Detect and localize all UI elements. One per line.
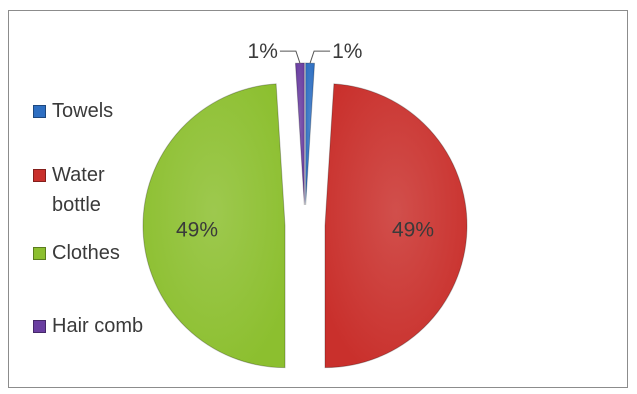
legend-label-water-bottle: Water bottle: [52, 164, 105, 216]
legend-label-clothes: Clothes: [52, 242, 120, 264]
legend-item-clothes: Clothes: [33, 241, 120, 268]
legend-item-hair-comb: Hair comb: [33, 314, 143, 341]
legend-swatch-clothes: [33, 247, 46, 260]
legend-swatch-water-bottle: [33, 169, 46, 182]
pie-slice-hair-comb: [294, 62, 305, 206]
data-label-clothes: 49%: [176, 218, 218, 241]
data-label-towels: 1%: [332, 40, 362, 63]
pie-slice-towels: [305, 62, 316, 206]
pie-chart: 1% 49% 49% 1%: [142, 40, 468, 369]
data-label-hair-comb: 1%: [248, 40, 278, 63]
data-label-water-bottle: 49%: [392, 218, 434, 241]
legend-swatch-hair-comb: [33, 320, 46, 333]
legend-swatch-towels: [33, 105, 46, 118]
leader-line-towels: [309, 50, 331, 64]
pie-slice-clothes: [142, 83, 286, 369]
leader-line-hair-comb: [279, 50, 301, 64]
pie-slice-water-bottle: [324, 83, 468, 369]
legend-item-towels: Towels: [33, 99, 113, 126]
legend-label-towels: Towels: [52, 100, 114, 122]
legend-label-hair-comb: Hair comb: [52, 315, 144, 337]
legend-item-water-bottle: Water bottle: [33, 163, 105, 220]
chart-frame: 1% 49% 49% 1% Towels Water bottle Clothes H…: [8, 10, 628, 388]
